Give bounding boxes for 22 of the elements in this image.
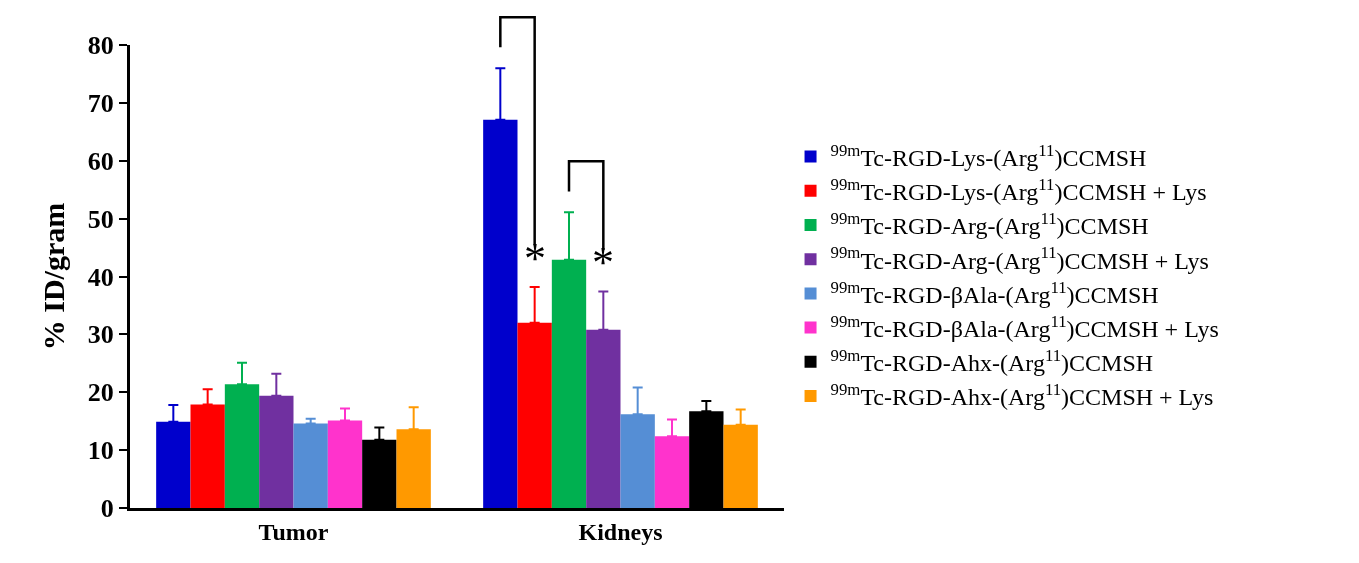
y-tick-label: 20 bbox=[87, 378, 114, 408]
y-axis-title: % ID/gram bbox=[36, 202, 70, 351]
y-tick-label: 60 bbox=[87, 146, 114, 176]
annotation: * bbox=[524, 234, 546, 283]
y-tick-label: 40 bbox=[87, 262, 114, 292]
y-tick-label: 80 bbox=[87, 31, 114, 61]
annotation: * bbox=[592, 238, 614, 287]
legend-label: $^{99m}$Tc-RGD-Lys-(Arg$^{11}$)CCMSH + Lys bbox=[830, 175, 1207, 206]
legend-label: $^{99m}$Tc-RGD-βAla-(Arg$^{11}$)CCMSH + Lys bbox=[830, 311, 1219, 342]
legend-label: $^{99m}$Tc-RGD-Arg-(Arg$^{11}$)CCMSH bbox=[830, 209, 1149, 240]
legend-label: $^{99m}$Tc-RGD-Lys-(Arg$^{11}$)CCMSH bbox=[830, 140, 1147, 171]
y-tick-label: 0 bbox=[100, 494, 114, 524]
x-tick-label: Kidneys bbox=[578, 518, 663, 545]
legend-label: $^{99m}$Tc-RGD-Ahx-(Arg$^{11}$)CCMSH + Lys bbox=[830, 380, 1214, 411]
legend-label: $^{99m}$Tc-RGD-Ahx-(Arg$^{11}$)CCMSH bbox=[830, 346, 1154, 377]
y-tick-label: 50 bbox=[87, 204, 114, 234]
y-tick-label: 10 bbox=[87, 436, 114, 466]
legend-label: $^{99m}$Tc-RGD-βAla-(Arg$^{11}$)CCMSH bbox=[830, 277, 1159, 308]
y-tick-label: 30 bbox=[87, 320, 114, 350]
x-tick-label: Tumor bbox=[258, 518, 329, 545]
legend-label: $^{99m}$Tc-RGD-Arg-(Arg$^{11}$)CCMSH + Lys bbox=[830, 243, 1209, 274]
y-tick-label: 70 bbox=[87, 88, 114, 118]
